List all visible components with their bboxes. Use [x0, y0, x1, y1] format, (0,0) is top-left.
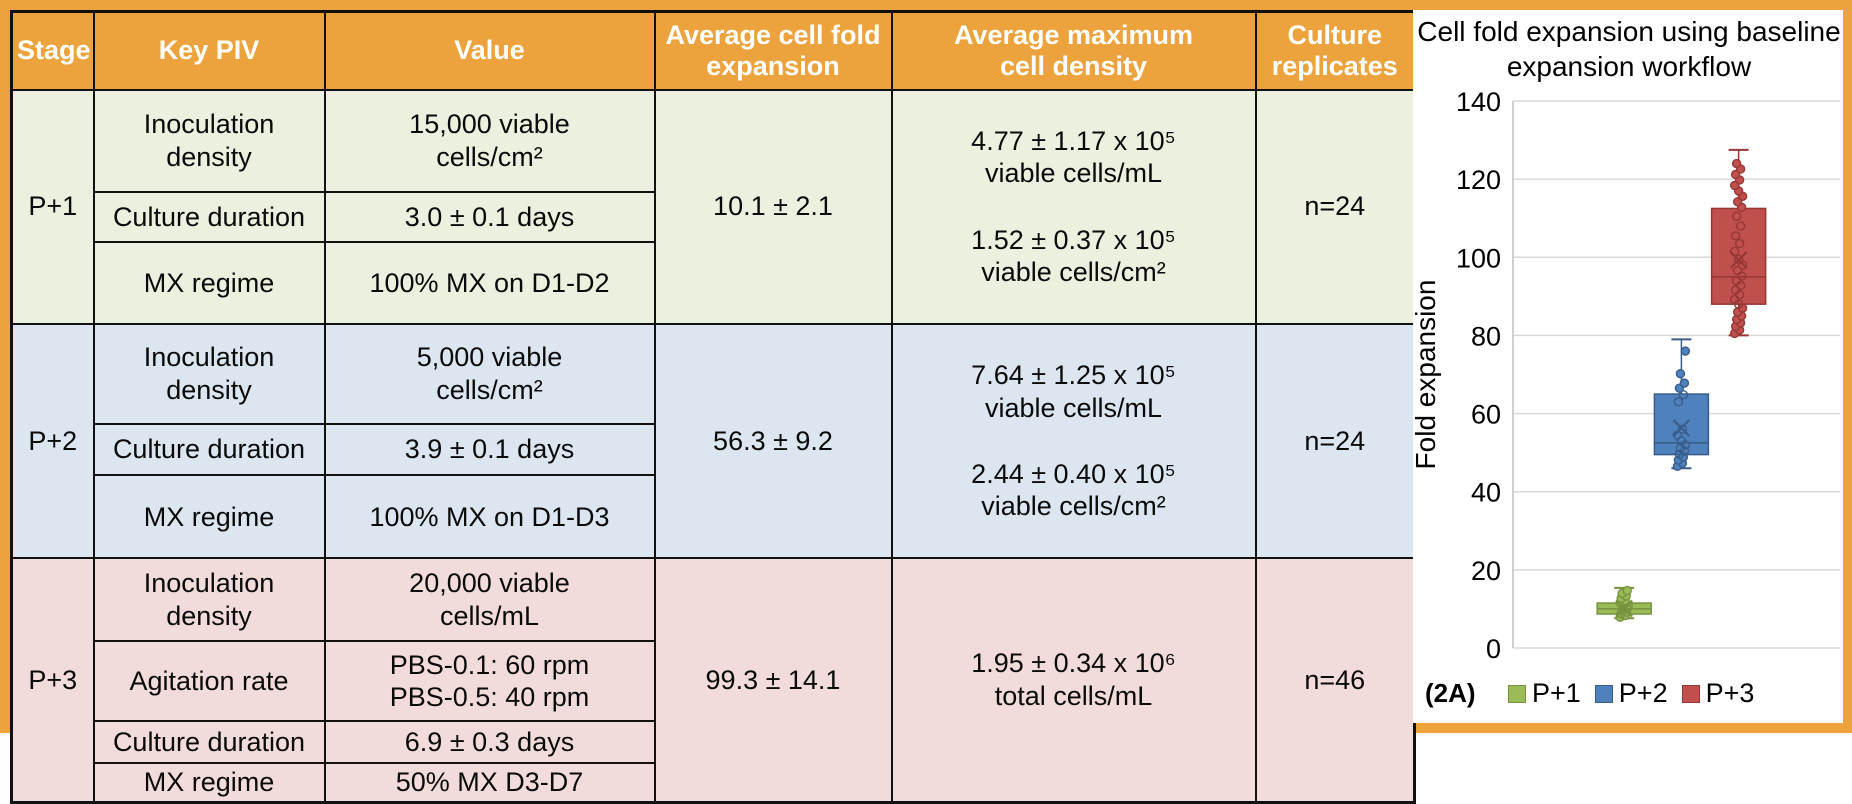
data-point — [1679, 378, 1690, 388]
replicates-cell-p2: n=24 — [1254, 322, 1416, 560]
header-culture-replicates: Culture replicates — [1254, 10, 1416, 91]
data-point — [1735, 221, 1746, 231]
piv-cell: MX regime — [92, 762, 326, 804]
piv-cell: MX regime — [92, 474, 326, 560]
process-parameters-table: Stage Key PIV Value Average cell fold ex… — [10, 10, 1416, 804]
piv-cell: Culture duration — [92, 720, 326, 765]
header-key-piv: Key PIV — [92, 10, 326, 91]
max-density-value: 7.64 ± 1.25 x 10⁵ viable cells/mL — [971, 360, 1176, 423]
stage-cell-p2: P+2 — [10, 322, 95, 560]
data-point — [1731, 211, 1742, 221]
value-cell: 50% MX D3-D7 — [323, 762, 656, 804]
data-point — [1729, 294, 1740, 305]
value-cell: 5,000 viable cells/cm² — [323, 322, 656, 425]
boxplot-series-P+3 — [1710, 148, 1767, 339]
fold-expansion-cell-p1: 10.1 ± 2.1 — [653, 88, 893, 325]
max-density-value: 1.52 ± 0.37 x 10⁵ viable cells/cm² — [971, 224, 1176, 288]
stage-cell-p3: P+3 — [10, 557, 95, 804]
replicates-cell-p3: n=46 — [1254, 557, 1416, 804]
table-header-row: Stage Key PIV Value Average cell fold ex… — [10, 10, 1416, 91]
value-cell: 20,000 viable cells/mL — [323, 557, 656, 643]
value-cell: 3.0 ± 0.1 days — [323, 191, 656, 244]
boxplot-series-P+2 — [1653, 338, 1710, 472]
y-tick-label: 80 — [1471, 321, 1501, 351]
max-density-cell-p3: 1.95 ± 0.34 x 10⁶ total cells/mL — [890, 557, 1257, 804]
legend-item-P+1: P+1 — [1508, 678, 1581, 709]
legend-label: P+3 — [1705, 678, 1755, 708]
data-point — [1731, 158, 1742, 169]
data-point — [1674, 449, 1685, 459]
header-avg-fold-expansion: Average cell fold expansion — [653, 10, 893, 91]
value-cell: 100% MX on D1-D3 — [323, 474, 656, 560]
y-tick-label: 60 — [1471, 400, 1501, 430]
y-tick-label: 0 — [1486, 634, 1501, 664]
data-point — [1734, 238, 1745, 249]
fold-expansion-cell-p3: 99.3 ± 14.1 — [653, 557, 893, 804]
data-point — [1673, 397, 1684, 407]
replicates-cell-p1: n=24 — [1254, 88, 1416, 325]
data-point — [1677, 424, 1688, 434]
data-point — [1731, 276, 1742, 286]
legend-swatch — [1594, 684, 1613, 703]
data-point — [1675, 369, 1686, 379]
legend-swatch — [1681, 684, 1700, 703]
value-cell: 3.9 ± 0.1 days — [323, 422, 656, 477]
max-density-value: 4.77 ± 1.17 x 10⁵ viable cells/mL — [971, 125, 1176, 189]
stage-cell-p1: P+1 — [10, 88, 95, 325]
piv-cell: Culture duration — [92, 422, 326, 477]
value-cell: 6.9 ± 0.3 days — [323, 720, 656, 765]
data-point — [1675, 443, 1686, 453]
chart-legend: P+1 P+2 P+3 — [1508, 678, 1843, 709]
y-tick-label: 100 — [1456, 243, 1501, 273]
data-point — [1730, 285, 1741, 295]
header-value: Value — [323, 10, 656, 91]
piv-cell: Agitation rate — [92, 640, 326, 723]
header-avg-max-density: Average maximum cell density — [890, 10, 1257, 91]
piv-cell: Inoculation density — [92, 322, 326, 425]
boxplot-series-P+1 — [1596, 585, 1652, 622]
table-row: P+2 Inoculation density 5,000 viable cel… — [10, 322, 1416, 560]
piv-cell: MX regime — [92, 241, 326, 325]
table-row: P+1 Inoculation density 15,000 viable ce… — [10, 88, 1416, 325]
value-cell: 100% MX on D1-D2 — [323, 241, 656, 325]
max-density-cell-p2: 7.64 ± 1.25 x 10⁵ viable cells/mL 2.44 ±… — [890, 322, 1257, 560]
max-density-cell-p1: 4.77 ± 1.17 x 10⁵ viable cells/mL 1.52 ±… — [890, 88, 1257, 325]
figure-caption: (2A) — [1425, 678, 1476, 708]
figure-content: Stage Key PIV Value Average cell fold ex… — [10, 10, 1843, 804]
legend-item-P+2: P+2 — [1594, 678, 1668, 709]
data-point — [1732, 265, 1743, 276]
data-point — [1730, 231, 1741, 241]
data-point — [1678, 390, 1689, 400]
y-tick-label: 40 — [1471, 478, 1501, 508]
legend-item-P+3: P+3 — [1681, 678, 1755, 709]
boxplot-canvas: 0 20 40 60 80 100 120 140 Fold expansion — [1413, 90, 1840, 664]
data-point — [1680, 346, 1691, 356]
max-density-value: 2.44 ± 0.40 x 10⁵ viable cells/cm² — [971, 459, 1176, 522]
y-axis-title: Fold expansion — [1413, 280, 1441, 470]
header-stage: Stage — [10, 10, 95, 91]
table-row: P+3 Inoculation density 20,000 viable ce… — [10, 557, 1416, 804]
value-cell: 15,000 viable cells/cm² — [323, 88, 656, 194]
value-cell: PBS-0.1: 60 rpm PBS-0.5: 40 rpm — [323, 640, 656, 723]
piv-cell: Culture duration — [92, 191, 326, 244]
y-tick-label: 120 — [1456, 165, 1501, 195]
boxplot-chart: Cell fold expansion using baseline expan… — [1413, 10, 1843, 723]
data-point — [1733, 254, 1744, 264]
data-point — [1622, 585, 1632, 596]
chart-title: Cell fold expansion using baseline expan… — [1417, 16, 1841, 82]
y-tick-label: 20 — [1471, 556, 1501, 586]
legend-label: P+2 — [1618, 678, 1668, 708]
fold-expansion-cell-p2: 56.3 ± 9.2 — [653, 322, 893, 560]
piv-cell: Inoculation density — [92, 557, 326, 643]
y-tick-label: 140 — [1456, 90, 1501, 117]
max-density-value: 1.95 ± 0.34 x 10⁶ total cells/mL — [971, 648, 1176, 711]
legend-swatch — [1508, 684, 1526, 703]
legend-label: P+1 — [1532, 678, 1581, 708]
piv-cell: Inoculation density — [92, 88, 326, 194]
